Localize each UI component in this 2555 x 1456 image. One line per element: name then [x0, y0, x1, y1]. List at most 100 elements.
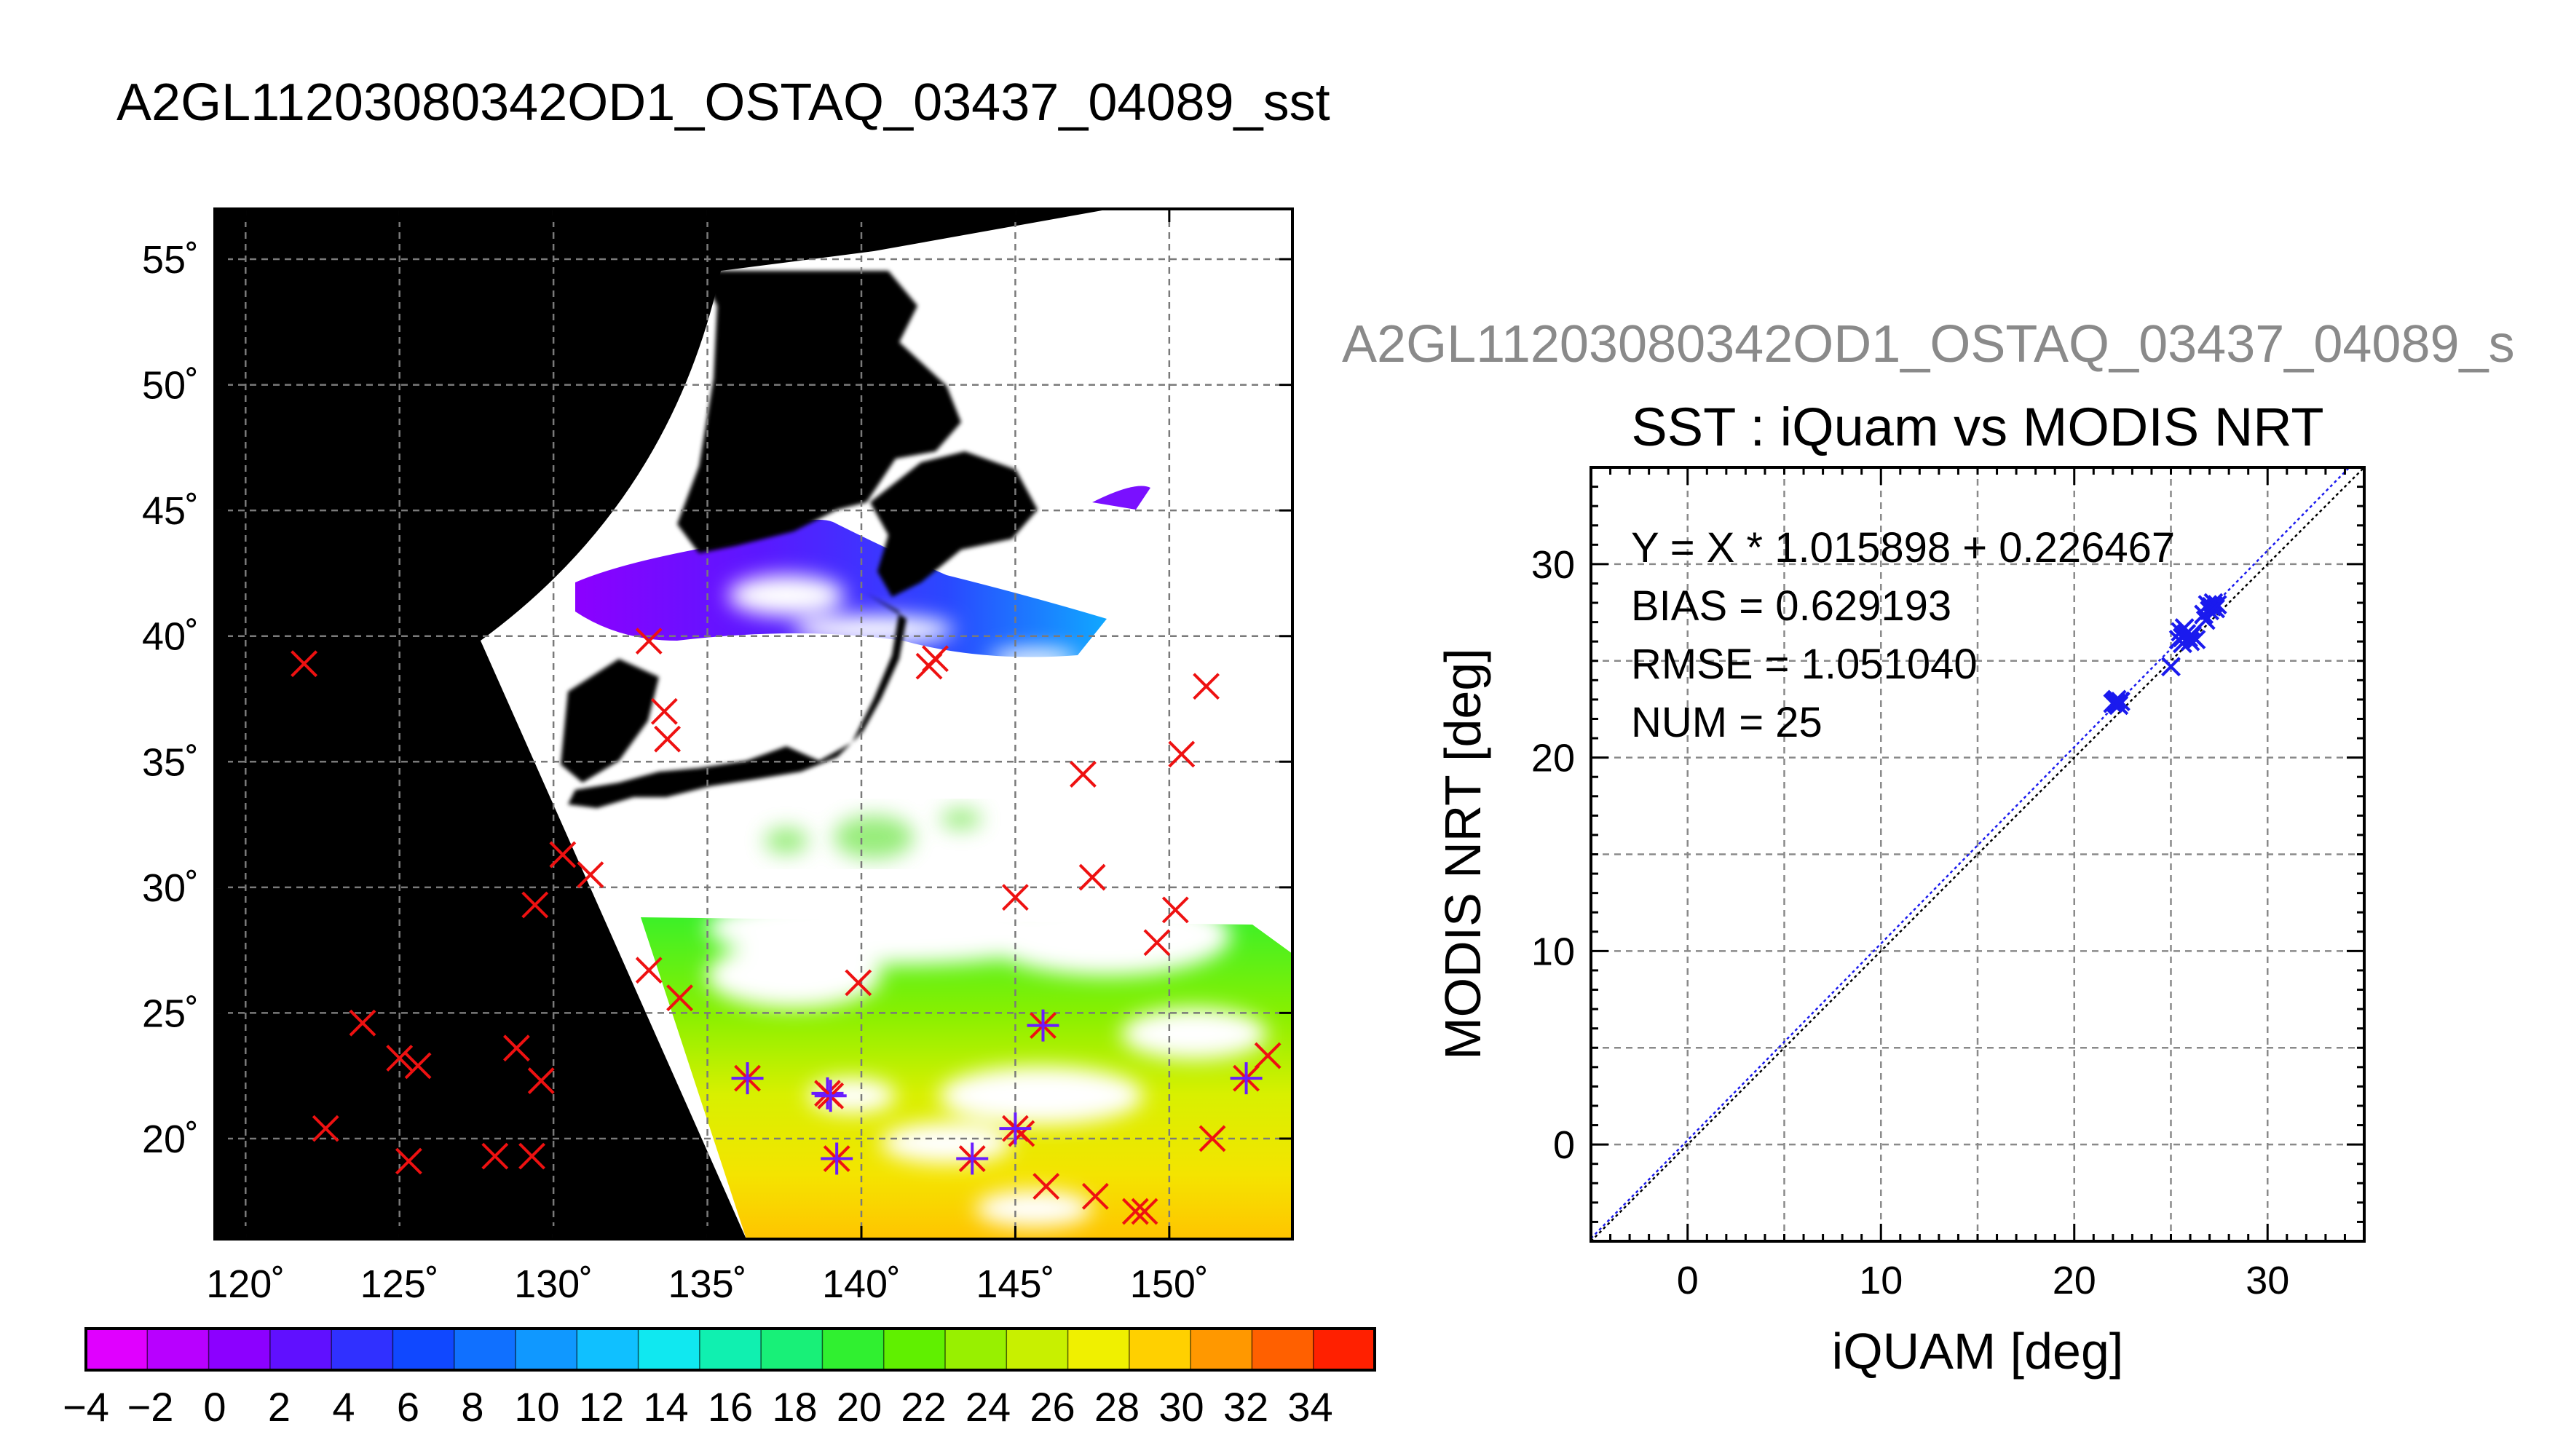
colorbar-label: 10	[514, 1384, 559, 1430]
colorbar-block	[577, 1329, 639, 1370]
scatter-y-tick-label: 10	[1531, 930, 1575, 973]
sst-map: 55˚ 50˚ 45˚ 40˚ 35˚ 30˚ 25˚ 20˚ 120˚ 125˚ 130˚ 135…	[142, 207, 1294, 1306]
buoy-marker	[481, 1142, 509, 1170]
colorbar-label: 8	[461, 1384, 483, 1430]
colorbar-block	[761, 1329, 823, 1370]
scatter-panel: A2GL11203080342OD1_OSTAQ_03437_04089_s S…	[1342, 315, 2515, 1380]
scatter-point	[2194, 604, 2214, 625]
buoy-marker	[635, 628, 663, 655]
colorbar-block	[945, 1329, 1007, 1370]
lat-tick-label: 20˚	[142, 1117, 199, 1161]
scatter-x-tick-label: 30	[2246, 1259, 2289, 1302]
buoy-marker	[1121, 1198, 1149, 1225]
stats-num: NUM = 25	[1631, 699, 1823, 746]
colorbar-block	[269, 1329, 332, 1370]
buoy-marker	[635, 957, 663, 984]
identity-line	[1591, 467, 2364, 1241]
scatter-y-tick-label: 30	[1531, 543, 1575, 587]
colorbar-label: 32	[1223, 1384, 1268, 1430]
scatter-title: SST : iQuam vs MODIS NRT	[1631, 397, 2323, 457]
colorbar-frame	[84, 1327, 1376, 1372]
matched-buoy-marker	[731, 1062, 764, 1095]
lat-tick-label: 55˚	[142, 238, 199, 282]
buoy-marker	[1070, 761, 1097, 788]
colorbar-label: −2	[127, 1384, 174, 1430]
matched-buoy-marker	[814, 1080, 847, 1112]
colorbar-label: −4	[63, 1384, 109, 1430]
scatter-point	[2161, 657, 2181, 677]
scatter-x-tick-label: 20	[2053, 1259, 2096, 1302]
colorbar-block	[638, 1329, 700, 1370]
colorbar-label: 30	[1158, 1384, 1204, 1430]
map-graticule	[215, 209, 1292, 1239]
colorbar-block	[1067, 1329, 1130, 1370]
map-frame	[213, 207, 1294, 1241]
colorbar-label: 28	[1094, 1384, 1140, 1430]
buoy-marker	[650, 697, 678, 725]
colorbar-label: 6	[397, 1384, 419, 1430]
scatter-x-tick-label: 0	[1677, 1259, 1699, 1302]
lat-tick-label: 50˚	[142, 364, 199, 408]
lon-tick-label: 140˚	[822, 1262, 901, 1306]
buoy-marker	[1032, 1173, 1060, 1200]
scatter-x-axis-label: iQUAM [deg]	[1832, 1323, 2124, 1380]
lon-tick-label: 150˚	[1130, 1262, 1209, 1306]
colorbar-label: 22	[901, 1384, 946, 1430]
colorbar-block	[1313, 1329, 1375, 1370]
scatter-ticks	[1590, 466, 2366, 1243]
buoy-marker	[527, 1067, 555, 1094]
buoy-marker	[845, 969, 872, 997]
buoy-marker	[1168, 740, 1196, 768]
colorbar-block	[516, 1329, 577, 1370]
scatter-y-tick-labels: 0 10 20 30	[1531, 543, 1575, 1167]
colorbar: −4 −2 0 2 4 6 8 10 12 14 16 18 20 22 24 26 28 30 32 34	[63, 1327, 1376, 1430]
land-honshu	[568, 593, 907, 808]
buoy-marker	[1161, 896, 1189, 924]
buoy-marker	[1143, 929, 1171, 957]
scatter-x-tick-labels: 0 10 20 30	[1677, 1259, 2290, 1302]
buoy-marker	[1081, 1182, 1109, 1210]
buoy-marker	[1254, 1042, 1282, 1069]
lat-tick-label: 40˚	[142, 615, 199, 659]
lon-tick-label: 145˚	[976, 1262, 1054, 1306]
scatter-supertitle: A2GL11203080342OD1_OSTAQ_03437_04089_s	[1342, 315, 2515, 373]
matched-buoy-marker	[999, 1112, 1032, 1145]
buoy-marker	[386, 1045, 414, 1072]
buoy-marker	[1078, 863, 1106, 891]
scatter-y-tick-label: 20	[1531, 737, 1575, 780]
matched-buoy-marker	[1027, 1009, 1059, 1042]
lon-tick-label: 130˚	[514, 1262, 593, 1306]
scatter-y-tick-label: 0	[1553, 1123, 1575, 1167]
colorbar-label: 26	[1030, 1384, 1075, 1430]
colorbar-block	[883, 1329, 946, 1370]
colorbar-block	[331, 1329, 393, 1370]
buoy-marker	[521, 891, 549, 919]
colorbar-block	[1006, 1329, 1069, 1370]
latitude-labels: 55˚ 50˚ 45˚ 40˚ 35˚ 30˚ 25˚ 20˚	[142, 238, 199, 1161]
colorbar-label: 2	[268, 1384, 291, 1430]
colorbar-block	[208, 1329, 271, 1370]
colorbar-label: 24	[965, 1384, 1011, 1430]
buoy-marker	[666, 984, 693, 1012]
matched-buoy-marker	[1230, 1062, 1263, 1095]
buoy-marker	[518, 1142, 545, 1170]
scatter-point	[2173, 633, 2192, 654]
buoy-marker	[1198, 1125, 1226, 1152]
colorbar-blocks	[86, 1329, 1375, 1370]
lat-tick-label: 45˚	[142, 489, 199, 533]
buoy-marker	[1131, 1198, 1158, 1225]
land-korea-kyushu	[561, 659, 659, 783]
lat-tick-label: 35˚	[142, 740, 199, 784]
buoy-marker	[291, 650, 318, 678]
scatter-lines	[1591, 467, 2364, 1241]
buoy-marker	[549, 841, 577, 869]
colorbar-label: 14	[643, 1384, 688, 1430]
lon-tick-label: 120˚	[206, 1262, 285, 1306]
land-sakhalin-asia	[677, 271, 961, 553]
matched-buoy-marker	[956, 1142, 989, 1175]
colorbar-block	[1190, 1329, 1252, 1370]
stats-rmse: RMSE = 1.051040	[1631, 641, 1978, 688]
colorbar-label: 0	[203, 1384, 226, 1430]
buoy-marker	[1002, 884, 1029, 911]
